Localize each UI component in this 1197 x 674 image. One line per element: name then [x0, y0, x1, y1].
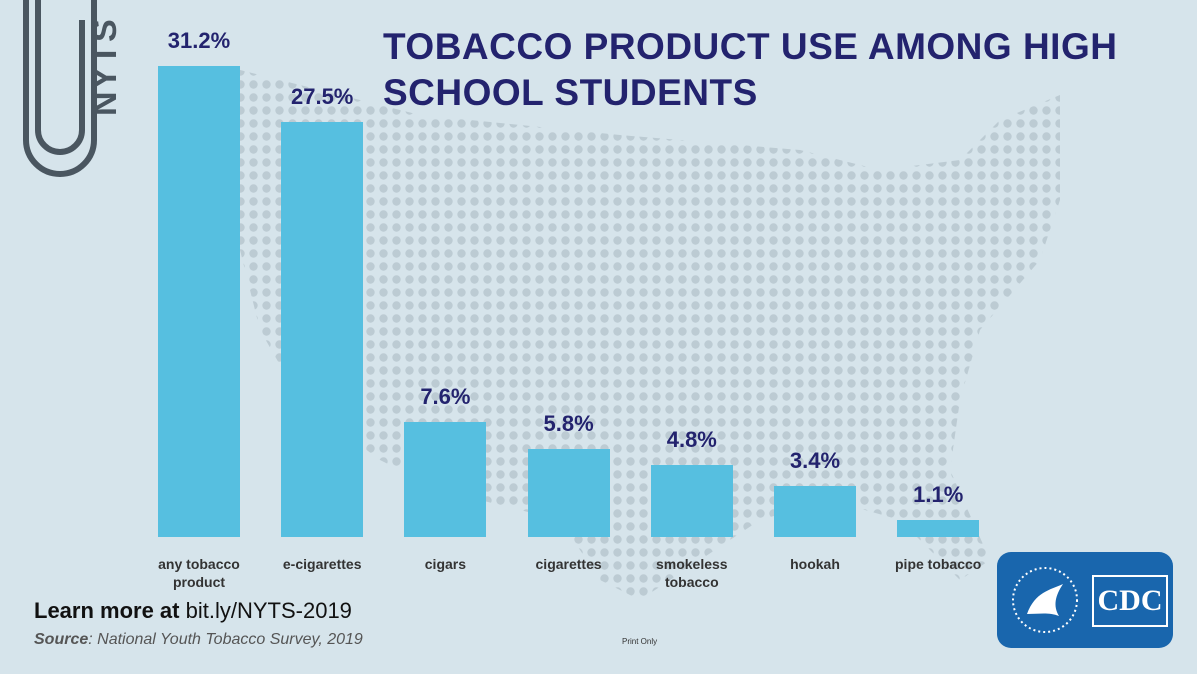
value-label: 27.5%: [290, 83, 354, 109]
print-note: Print Only: [622, 637, 658, 646]
bar: [281, 121, 364, 537]
link[interactable]: bit.ly/NYTS-2019: [185, 598, 352, 623]
value-label: 4.8%: [666, 426, 717, 452]
category-label: smokeless tobacco: [655, 556, 728, 590]
paperclip: [35, 0, 85, 155]
learn-more: Learn more at bit.ly/NYTS-2019: [34, 598, 352, 624]
source: Source: National Youth Tobacco Survey, 2…: [34, 631, 363, 649]
bar: [158, 65, 240, 537]
value-label: 3.4%: [789, 447, 841, 473]
logo: [997, 552, 1173, 648]
source-text: : National Youth Tobacco Survey, 2019: [88, 631, 363, 648]
logo-text: CDC: [1092, 575, 1168, 627]
logo-emblem: [1012, 567, 1078, 633]
value-label: 7.6%: [420, 384, 471, 410]
value-label: 31.2%: [167, 27, 231, 53]
bar: [650, 464, 733, 537]
bar: [404, 422, 487, 537]
badge: NYTS: [86, 17, 124, 116]
category-label: cigarettes: [535, 556, 602, 572]
category-label: hookah: [790, 556, 840, 572]
bar: [897, 520, 980, 537]
value-label: 5.8%: [543, 411, 594, 437]
category-label: any tobacco product: [158, 556, 240, 590]
category-label: cigars: [424, 556, 467, 572]
bar: [774, 485, 856, 537]
bar: [527, 449, 610, 537]
paperclip: [23, 0, 97, 177]
source-label: Source: [34, 631, 89, 648]
chart-title: TOBACCO PRODUCT USE AMONG HIGH SCHOOL ST…: [383, 26, 1118, 113]
category-label: pipe tobacco: [895, 556, 982, 572]
category-label: e-cigarettes: [282, 556, 362, 572]
learn-lead: Learn more at: [34, 598, 180, 623]
value-label: 1.1%: [913, 482, 964, 508]
